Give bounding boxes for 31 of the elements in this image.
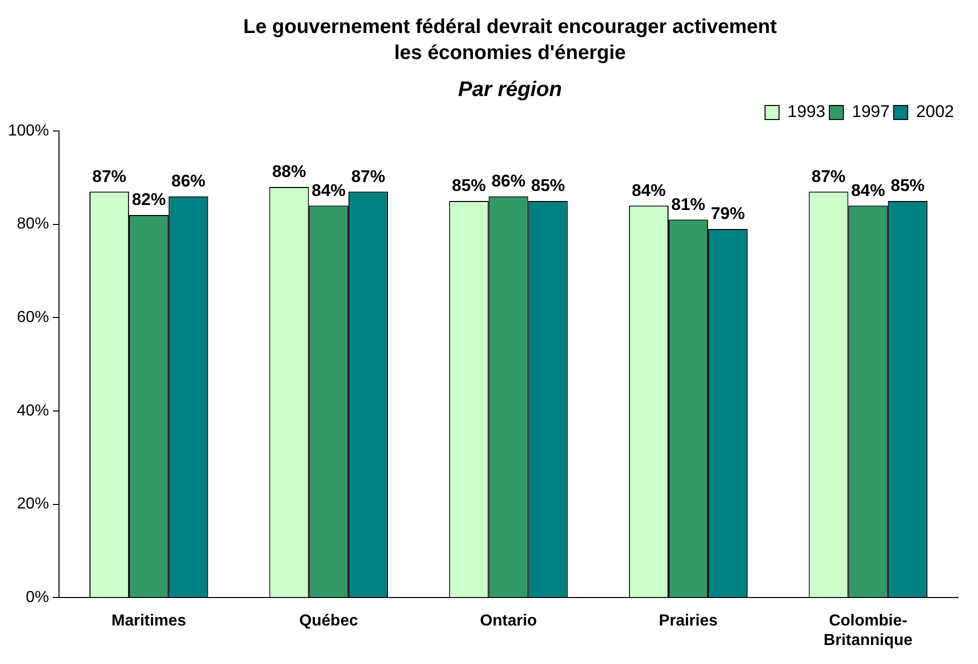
data-label: 84% xyxy=(632,180,666,200)
data-label: 86% xyxy=(491,172,526,191)
x-tick-label: Prairies xyxy=(658,612,718,630)
data-label: 84% xyxy=(851,180,886,200)
data-label: 87% xyxy=(351,166,386,186)
data-label: 85% xyxy=(452,176,486,196)
data-label: 88% xyxy=(272,162,306,182)
chart-subtitle: Par région xyxy=(457,78,563,102)
x-tick-label: Québec xyxy=(299,612,358,630)
legend-label: 2002 xyxy=(916,102,954,122)
x-tick-label: Maritimes xyxy=(111,612,186,630)
y-tick-label: 60% xyxy=(16,309,49,326)
data-label: 84% xyxy=(312,180,346,200)
y-tick-label: 80% xyxy=(16,216,49,233)
data-label: 85% xyxy=(890,176,925,196)
y-tick-label: 40% xyxy=(16,402,49,420)
data-label: 79% xyxy=(710,204,745,224)
legend-label: 1993 xyxy=(788,102,826,122)
data-label: 85% xyxy=(531,176,566,196)
data-label: 82% xyxy=(132,190,166,210)
x-tick-label: Ontario xyxy=(480,612,538,630)
chart-title: Le gouvernement fédéral devrait encourager activement les économies d'énergie xyxy=(242,15,778,66)
data-label: 86% xyxy=(171,172,206,191)
data-label: 81% xyxy=(671,194,706,214)
data-label: 87% xyxy=(812,166,846,186)
x-tick-label: Colombie-Britannique xyxy=(824,612,913,649)
legend-label: 1997 xyxy=(852,102,890,122)
y-tick-label: 20% xyxy=(16,496,49,513)
y-tick-label: 100% xyxy=(8,122,49,140)
y-tick-label: 0% xyxy=(26,589,49,606)
data-label: 87% xyxy=(92,166,126,186)
